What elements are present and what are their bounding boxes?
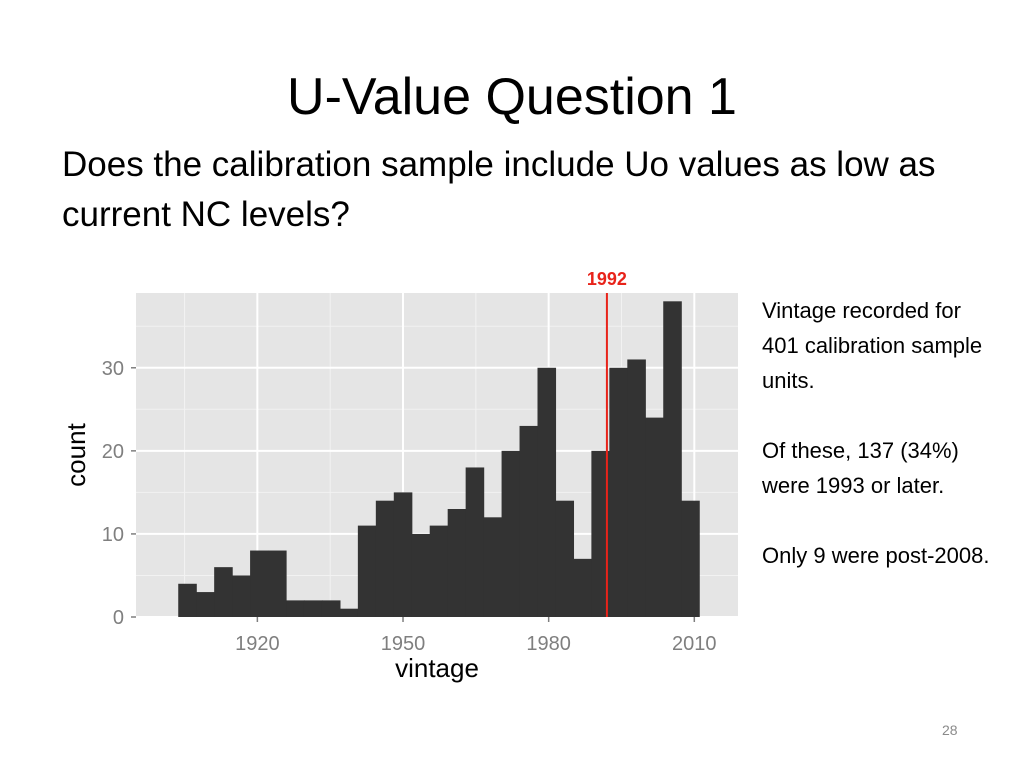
histogram-bar: [411, 533, 431, 617]
question-text: Does the calibration sample include Uo v…: [62, 145, 936, 234]
histogram-bar: [681, 500, 700, 617]
histogram-bar: [339, 608, 359, 617]
histogram-bar: [537, 367, 557, 617]
x-tick-label: 1980: [526, 633, 571, 655]
histogram-bar: [214, 567, 233, 617]
histogram-bar: [501, 450, 521, 617]
y-axis-title: count: [61, 422, 91, 486]
y-tick-label: 10: [102, 524, 124, 546]
histogram-bar: [303, 600, 323, 617]
histogram-bar: [573, 558, 592, 617]
histogram-bar: [447, 509, 467, 617]
histogram-bar: [465, 467, 485, 617]
note-post-1993-share: Of these, 137 (34%) were 1993 or later.: [762, 438, 959, 498]
x-axis-title: vintage: [395, 653, 479, 683]
histogram-bar: [591, 450, 610, 617]
histogram-bar: [483, 517, 503, 617]
histogram-bar: [645, 417, 664, 617]
histogram-bar: [627, 359, 646, 617]
y-tick-label: 30: [102, 358, 124, 380]
histogram-bar: [393, 492, 413, 617]
histogram-bar: [321, 600, 341, 617]
note-post-2008: Only 9 were post-2008.: [762, 543, 990, 568]
slide-number: 28: [942, 722, 958, 738]
histogram-bar: [519, 425, 539, 617]
histogram-bar: [357, 525, 377, 617]
histogram-bar: [196, 592, 215, 617]
y-tick-label: 20: [102, 441, 124, 463]
reference-line-label: 1992: [587, 269, 627, 289]
side-notes: Vintage recorded for 401 calibration sam…: [762, 293, 992, 608]
x-tick-label: 1920: [235, 633, 280, 655]
x-tick-label: 1950: [381, 633, 426, 655]
note-calibration-count: Vintage recorded for 401 calibration sam…: [762, 298, 983, 393]
histogram-bar: [268, 550, 287, 617]
y-tick-label: 0: [113, 607, 124, 629]
histogram-bar: [232, 575, 251, 617]
slide-title: U-Value Question 1: [287, 68, 737, 126]
histogram-bar: [178, 583, 197, 617]
histogram-bar: [375, 500, 395, 617]
histogram-bar: [429, 525, 449, 617]
histogram-bar: [555, 500, 575, 617]
histogram-bar: [609, 367, 628, 617]
histogram-bar: [286, 600, 305, 617]
histogram-bar: [663, 301, 682, 617]
histogram-bar: [250, 550, 269, 617]
x-tick-label: 2010: [672, 633, 717, 655]
